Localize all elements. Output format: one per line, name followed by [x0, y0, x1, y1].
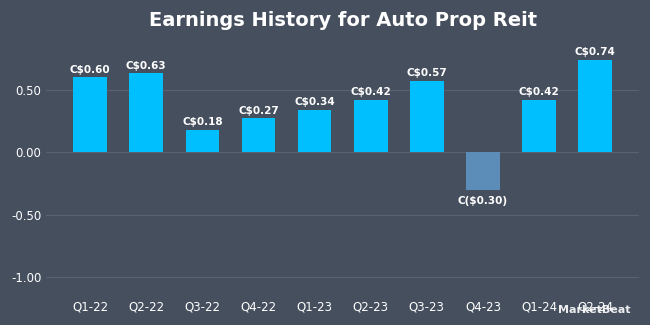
- Text: C$0.63: C$0.63: [126, 61, 166, 71]
- Text: C$0.27: C$0.27: [238, 106, 279, 116]
- Bar: [242, 119, 276, 152]
- Title: Earnings History for Auto Prop Reit: Earnings History for Auto Prop Reit: [149, 11, 537, 30]
- Bar: [185, 130, 219, 152]
- Text: C$0.42: C$0.42: [519, 87, 560, 97]
- Bar: [578, 60, 612, 152]
- Text: C$0.42: C$0.42: [350, 87, 391, 97]
- Bar: [73, 77, 107, 152]
- Text: C$0.18: C$0.18: [182, 117, 223, 127]
- Text: C($0.30): C($0.30): [458, 196, 508, 206]
- Bar: [466, 152, 500, 190]
- Text: C$0.60: C$0.60: [70, 65, 110, 75]
- Bar: [129, 73, 163, 152]
- Text: C$0.74: C$0.74: [575, 47, 616, 57]
- Bar: [522, 100, 556, 152]
- Text: MarketBeat: MarketBeat: [558, 305, 630, 315]
- Bar: [298, 110, 332, 152]
- Text: C$0.34: C$0.34: [294, 97, 335, 107]
- Text: C$0.57: C$0.57: [406, 69, 447, 78]
- Bar: [410, 81, 443, 152]
- Bar: [354, 100, 387, 152]
